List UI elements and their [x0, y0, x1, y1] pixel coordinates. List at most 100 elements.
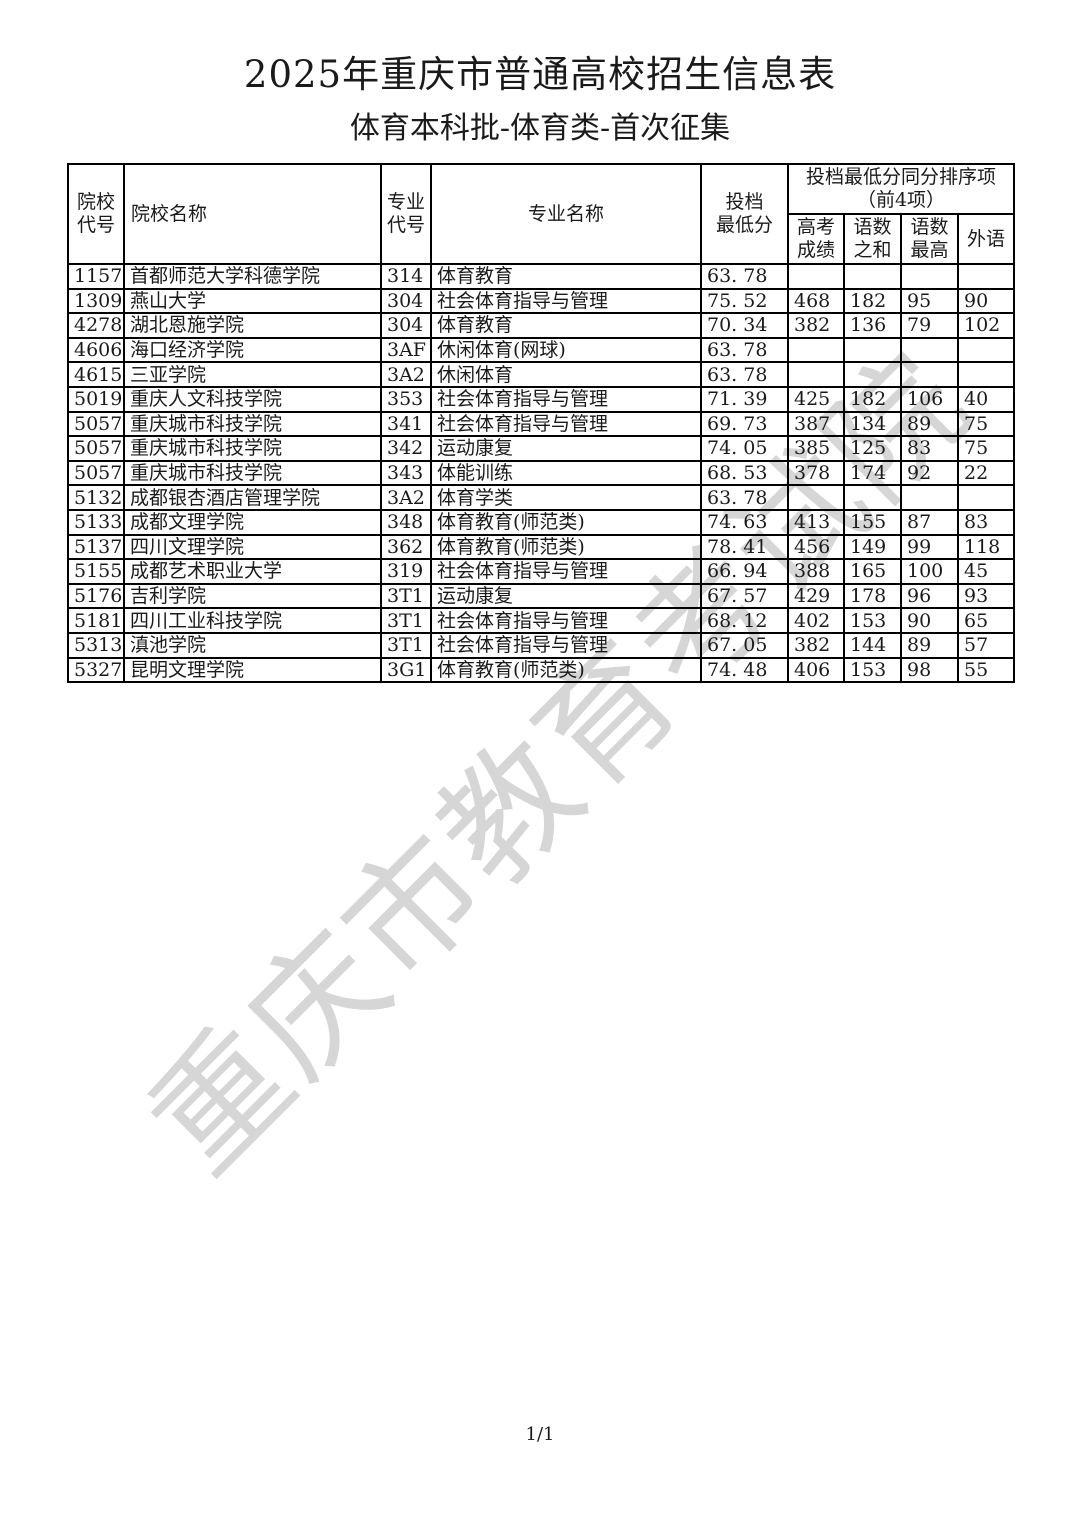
cell-min_score: 63. 78: [700, 361, 789, 388]
page-number: 1/1: [525, 1424, 555, 1445]
cell-min_score: 68. 53: [700, 459, 789, 487]
table-header-row-1: 院校 代号 院校名称 专业 代号 专业名称 投档 最低分 投档最低分同分排序项 …: [67, 163, 1016, 265]
header-chn-math-max: 语数 最高: [900, 213, 959, 265]
table-row: 4615 三亚学院 3A2 休闲体育 63. 78: [67, 361, 1016, 388]
header-major-code: 专业 代号: [380, 163, 432, 265]
cell-foreign_lang: [956, 361, 1016, 388]
table-header-row-2: 高考 成绩 语数 之和 语数 最高 外语: [68, 213, 1016, 265]
header-line: 最高: [910, 239, 949, 261]
table-row: 5057 重庆城市科技学院 342 运动康复 74. 05 385 125 83 75: [67, 435, 1016, 462]
cell-gaokao_score: 468: [787, 287, 845, 315]
cell-school_code: 5133: [67, 508, 125, 536]
header-gaokao-score: 高考 成绩: [787, 213, 845, 265]
cell-gaokao_score: 406: [787, 656, 845, 684]
table-header: 院校 代号 院校名称 专业 代号 专业名称 投档 最低分 投档最低分同分排序项 …: [67, 163, 1016, 265]
cell-school_name: 成都文理学院: [123, 508, 382, 536]
cell-gaokao_score: [787, 361, 845, 388]
cell-school_code: 5327: [67, 656, 125, 684]
cell-min_score: 74. 48: [700, 656, 789, 684]
cell-major_name: 体育教育: [430, 263, 702, 290]
cell-major_code: 304: [380, 312, 432, 339]
cell-min_score: 74. 63: [700, 508, 789, 536]
cell-chn_math_sum: 153: [843, 656, 902, 684]
header-line: 代号: [76, 214, 115, 236]
header-chn-math-sum: 语数 之和: [843, 213, 902, 265]
cell-school_name: 重庆城市科技学院: [123, 410, 382, 438]
cell-chn_math_max: 92: [900, 459, 959, 487]
cell-major_name: 运动康复: [430, 582, 702, 610]
cell-school_code: 1157: [67, 263, 125, 290]
cell-major_name: 体育教育: [430, 312, 702, 339]
cell-school_code: 4278: [67, 312, 125, 339]
cell-school_name: 重庆人文科技学院: [123, 385, 382, 413]
cell-gaokao_score: [787, 484, 845, 511]
cell-major_code: 343: [380, 459, 432, 487]
cell-school_code: 4606: [67, 336, 125, 364]
cell-min_score: 75. 52: [700, 287, 789, 315]
cell-foreign_lang: 65: [956, 607, 1016, 634]
cell-foreign_lang: [956, 336, 1016, 364]
header-line: 投档: [725, 191, 764, 213]
cell-chn_math_max: [900, 361, 959, 388]
cell-major_code: 362: [380, 533, 432, 561]
header-line: 之和: [853, 239, 892, 261]
header-line: 成绩: [796, 239, 835, 261]
header-line: 代号: [386, 214, 425, 236]
cell-school_name: 三亚学院: [123, 361, 382, 388]
header-line: 投档最低分同分排序项: [806, 166, 997, 188]
cell-chn_math_sum: 149: [843, 533, 902, 561]
cell-major_code: 3A2: [380, 361, 432, 388]
cell-major_code: 3T1: [380, 607, 432, 634]
cell-major_name: 体育学类: [430, 484, 702, 511]
cell-chn_math_sum: 153: [843, 607, 902, 634]
cell-major_code: 342: [380, 435, 432, 462]
cell-foreign_lang: 90: [956, 287, 1016, 315]
cell-chn_math_max: 106: [900, 385, 959, 413]
page-subtitle: 体育本科批-体育类-首次征集: [349, 111, 731, 146]
header-major-name: 专业名称: [430, 163, 702, 265]
cell-major_code: 341: [380, 410, 432, 438]
header-foreign-lang: 外语: [956, 213, 1016, 265]
table-row: 5057 重庆城市科技学院 343 体能训练 68. 53 378 174 92 22: [67, 459, 1016, 487]
cell-chn_math_sum: 178: [843, 582, 902, 610]
admissions-table: 院校 代号 院校名称 专业 代号 专业名称 投档 最低分 投档最低分同分排序项 …: [67, 163, 1016, 684]
cell-chn_math_max: 87: [900, 508, 959, 536]
cell-foreign_lang: 45: [956, 558, 1016, 585]
header-school-code: 院校 代号: [67, 163, 125, 265]
cell-gaokao_score: 387: [787, 410, 845, 438]
cell-school_code: 5019: [67, 385, 125, 413]
header-line: 最低分: [715, 214, 773, 236]
cell-chn_math_sum: [843, 484, 902, 511]
table-row: 4606 海口经济学院 3AF 休闲体育(网球) 63. 78: [67, 336, 1016, 364]
cell-min_score: 67. 05: [700, 631, 789, 659]
header-line: （前4项）: [856, 189, 946, 211]
table-row: 5137 四川文理学院 362 体育教育(师范类) 78. 41 456 149 99 118: [67, 533, 1016, 561]
cell-chn_math_sum: 165: [843, 558, 902, 585]
cell-major_name: 社会体育指导与管理: [430, 287, 702, 315]
cell-min_score: 66. 94: [700, 558, 789, 585]
cell-gaokao_score: 429: [787, 582, 845, 610]
header-line: 语数: [853, 216, 892, 238]
cell-school_name: 昆明文理学院: [123, 656, 382, 684]
cell-min_score: 63. 78: [700, 336, 789, 364]
cell-foreign_lang: 40: [956, 385, 1016, 413]
table-row: 5181 四川工业科技学院 3T1 社会体育指导与管理 68. 12 402 153 90 65: [67, 607, 1016, 634]
cell-major_name: 体育教育(师范类): [430, 508, 702, 536]
cell-min_score: 67. 57: [700, 582, 789, 610]
cell-min_score: 63. 78: [700, 263, 789, 290]
cell-school_name: 湖北恩施学院: [123, 312, 382, 339]
cell-min_score: 69. 73: [700, 410, 789, 438]
page-title: 2025年重庆市普通高校招生信息表: [243, 53, 837, 96]
cell-major_name: 休闲体育: [430, 361, 702, 388]
cell-chn_math_max: 79: [900, 312, 959, 339]
header-min-score: 投档 最低分: [700, 163, 789, 265]
cell-gaokao_score: 388: [787, 558, 845, 585]
cell-chn_math_sum: 134: [843, 410, 902, 438]
cell-major_code: 314: [380, 263, 432, 290]
cell-school_code: 1309: [67, 287, 125, 315]
cell-school_name: 吉利学院: [123, 582, 382, 610]
cell-min_score: 63. 78: [700, 484, 789, 511]
header-line: 语数: [910, 216, 949, 238]
header-tiebreak-group: 投档最低分同分排序项 （前4项）: [786, 163, 1016, 215]
